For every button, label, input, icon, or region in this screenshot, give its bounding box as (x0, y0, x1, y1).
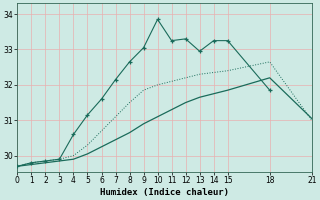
X-axis label: Humidex (Indice chaleur): Humidex (Indice chaleur) (100, 188, 229, 197)
